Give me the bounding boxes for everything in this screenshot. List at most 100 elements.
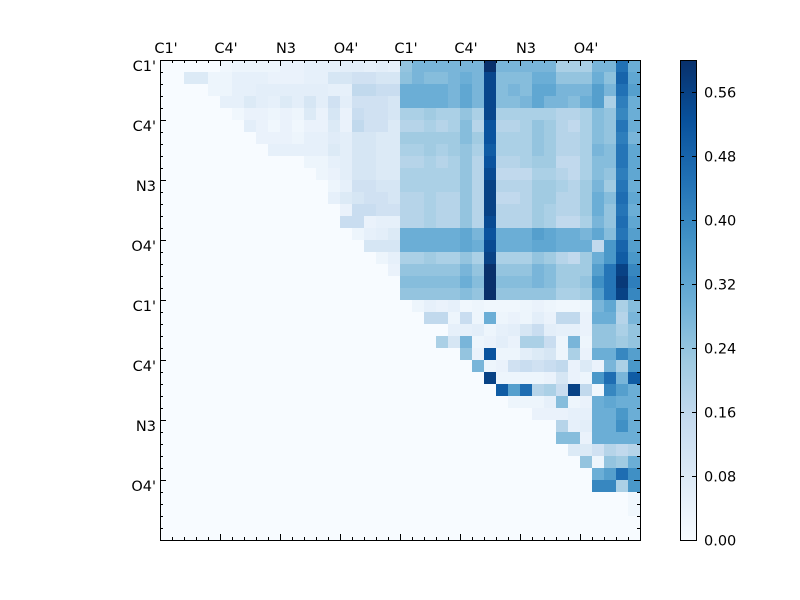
- heatmap-cell: [388, 528, 401, 541]
- heatmap-cell: [508, 360, 521, 373]
- heatmap-cell: [256, 468, 269, 481]
- heatmap-cell: [604, 216, 617, 229]
- heatmap-cell: [628, 192, 641, 205]
- heatmap-cell: [568, 372, 581, 385]
- heatmap-cell: [556, 432, 569, 445]
- heatmap-cell: [232, 204, 245, 217]
- heatmap-cell: [232, 300, 245, 313]
- heatmap-cell: [484, 324, 497, 337]
- heatmap-cell: [184, 396, 197, 409]
- heatmap-cell: [556, 276, 569, 289]
- heatmap-cell: [220, 468, 233, 481]
- heatmap-cell: [268, 372, 281, 385]
- heatmap-cell: [316, 216, 329, 229]
- heatmap-cell: [496, 480, 509, 493]
- heatmap-cell: [196, 516, 209, 529]
- heatmap-cell: [208, 312, 221, 325]
- heatmap-cell: [316, 180, 329, 193]
- heatmap-cell: [448, 168, 461, 181]
- heatmap-cell: [208, 300, 221, 313]
- heatmap-cell: [520, 276, 533, 289]
- plot-frame: [160, 60, 641, 541]
- heatmap-cell: [412, 456, 425, 469]
- heatmap-cell: [508, 72, 521, 85]
- heatmap-cell: [604, 336, 617, 349]
- heatmap-cell: [172, 84, 185, 97]
- colorbar-tick-label: 0.48: [704, 150, 736, 166]
- heatmap-cell: [196, 228, 209, 241]
- heatmap-cell: [328, 276, 341, 289]
- heatmap-cell: [232, 156, 245, 169]
- heatmap-cell: [520, 504, 533, 517]
- heatmap-cell: [160, 288, 173, 301]
- heatmap-cell: [424, 420, 437, 433]
- heatmap-cell: [472, 168, 485, 181]
- heatmap-cell: [232, 324, 245, 337]
- heatmap-cell: [232, 444, 245, 457]
- heatmap-cell: [184, 504, 197, 517]
- heatmap-cell: [532, 252, 545, 265]
- heatmap-cell: [328, 216, 341, 229]
- heatmap-cell: [532, 192, 545, 205]
- heatmap-cell: [436, 504, 449, 517]
- heatmap-cell: [520, 348, 533, 361]
- heatmap-cell: [208, 444, 221, 457]
- heatmap-cell: [484, 444, 497, 457]
- heatmap-cell: [316, 84, 329, 97]
- heatmap-cell: [472, 432, 485, 445]
- heatmap-cell: [352, 468, 365, 481]
- heatmap-cell: [556, 84, 569, 97]
- heatmap-cell: [496, 216, 509, 229]
- heatmap-cell: [616, 444, 629, 457]
- heatmap-cell: [172, 108, 185, 121]
- heatmap-cell: [436, 192, 449, 205]
- heatmap-cell: [208, 108, 221, 121]
- heatmap-cell: [580, 276, 593, 289]
- heatmap-cell: [220, 108, 233, 121]
- heatmap-cell: [232, 228, 245, 241]
- y-tick-label: C4': [133, 359, 156, 375]
- heatmap-cell: [520, 372, 533, 385]
- heatmap-cell: [376, 228, 389, 241]
- heatmap-cell: [400, 312, 413, 325]
- heatmap-cell: [280, 444, 293, 457]
- heatmap-cell: [256, 120, 269, 133]
- colorbar-ticks: 0.000.080.160.240.320.400.480.56: [680, 86, 736, 550]
- heatmap-cell: [280, 432, 293, 445]
- heatmap-cell: [508, 228, 521, 241]
- heatmap-cell: [448, 360, 461, 373]
- heatmap-cell: [496, 132, 509, 145]
- heatmap-cell: [424, 456, 437, 469]
- heatmap-cell: [364, 168, 377, 181]
- heatmap-cell: [172, 192, 185, 205]
- heatmap-cell: [268, 492, 281, 505]
- heatmap-cell: [544, 444, 557, 457]
- heatmap-cell: [580, 228, 593, 241]
- heatmap-cell: [292, 120, 305, 133]
- heatmap-cell: [316, 144, 329, 157]
- heatmap-cell: [400, 84, 413, 97]
- heatmap-cell: [220, 420, 233, 433]
- heatmap-cell: [532, 72, 545, 85]
- heatmap-cell: [616, 84, 629, 97]
- heatmap-cell: [184, 360, 197, 373]
- heatmap-cell: [304, 408, 317, 421]
- heatmap-cell: [448, 240, 461, 253]
- heatmap-cell: [412, 264, 425, 277]
- heatmap-cell: [412, 60, 425, 73]
- heatmap-cell: [580, 480, 593, 493]
- heatmap-cell: [544, 156, 557, 169]
- heatmap-cell: [172, 516, 185, 529]
- heatmap-cell: [160, 192, 173, 205]
- heatmap-cell: [448, 180, 461, 193]
- heatmap-cell: [208, 180, 221, 193]
- heatmap-cell: [496, 348, 509, 361]
- heatmap-cell: [292, 528, 305, 541]
- heatmap-cell: [556, 240, 569, 253]
- heatmap-cell: [340, 180, 353, 193]
- heatmap-cell: [472, 492, 485, 505]
- heatmap-cell: [400, 264, 413, 277]
- heatmap-cell: [616, 516, 629, 529]
- heatmap-cell: [616, 408, 629, 421]
- heatmap-cell: [580, 96, 593, 109]
